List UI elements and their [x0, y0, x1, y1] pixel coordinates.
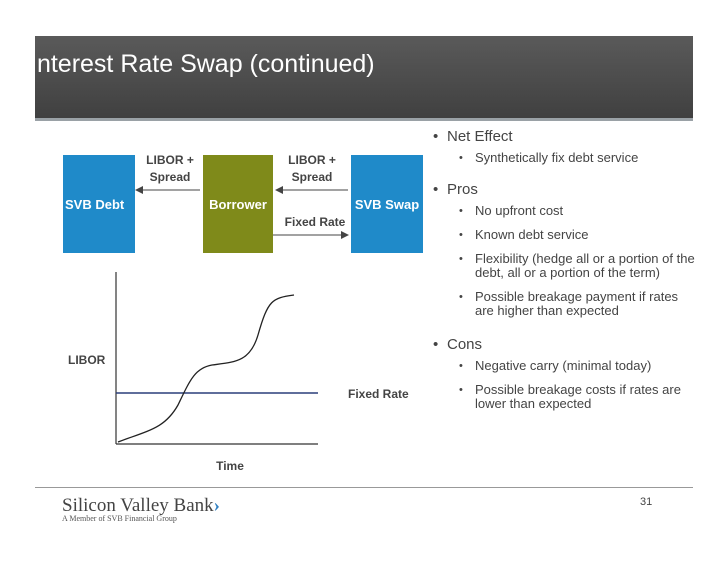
libor-spread-left-label: LIBOR + Spread	[140, 152, 200, 186]
libor-spread-right-line2: Spread	[291, 170, 333, 184]
svb-logo-subtitle: A Member of SVB Financial Group	[62, 514, 177, 523]
bullet-pros-sub4: Possible breakage payment if rates are h…	[433, 290, 698, 318]
libor-spread-right-label: LIBOR + Spread	[282, 152, 342, 186]
fixed-rate-label-diagram: Fixed Rate	[284, 215, 346, 229]
svb-logo-chevron-icon: ›	[213, 495, 220, 516]
svb-swap-box: SVB Swap	[351, 155, 423, 253]
graph-xlabel: Time	[216, 459, 244, 473]
bullet-pros-sub1: No upfront cost	[433, 204, 698, 219]
bullet-pros-sub3: Flexibility (hedge all or a portion of t…	[433, 252, 698, 280]
graph-fixed-rate-label: Fixed Rate	[348, 387, 409, 401]
bullet-net-effect: Net Effect	[433, 128, 698, 145]
page-number: 31	[640, 496, 653, 508]
bullet-cons-sub2: Possible breakage costs if rates are low…	[433, 383, 698, 411]
svb-swap-label: SVB Swap	[354, 196, 420, 212]
libor-spread-left-line2: Spread	[149, 170, 191, 184]
bullet-pros-sub2: Known debt service	[433, 228, 698, 243]
bullet-net-effect-sub1: Synthetically fix debt service	[433, 151, 698, 166]
bullet-cons-sub1: Negative carry (minimal today)	[433, 359, 698, 374]
slide-title: Interest Rate Swap (continued)	[30, 50, 375, 78]
svb-debt-box: SVB Debt	[63, 155, 135, 253]
bullet-list: Net Effect Synthetically fix debt servic…	[433, 128, 698, 411]
libor-spread-left-line1: LIBOR +	[146, 153, 194, 167]
title-bar	[35, 36, 693, 121]
title-accent-line	[35, 118, 693, 121]
borrower-label: Borrower	[209, 196, 267, 212]
bullet-pros: Pros	[433, 181, 698, 198]
borrower-box: Borrower	[203, 155, 273, 253]
svb-logo-text: Silicon Valley Bank	[62, 495, 214, 516]
libor-spread-right-line1: LIBOR +	[288, 153, 336, 167]
svb-logo: Silicon Valley Bank›	[62, 495, 220, 517]
libor-curve	[117, 294, 295, 443]
svb-debt-label: SVB Debt	[65, 196, 125, 212]
footer-divider	[35, 487, 693, 488]
graph-ylabel: LIBOR	[68, 353, 106, 367]
bullet-cons: Cons	[433, 336, 698, 353]
